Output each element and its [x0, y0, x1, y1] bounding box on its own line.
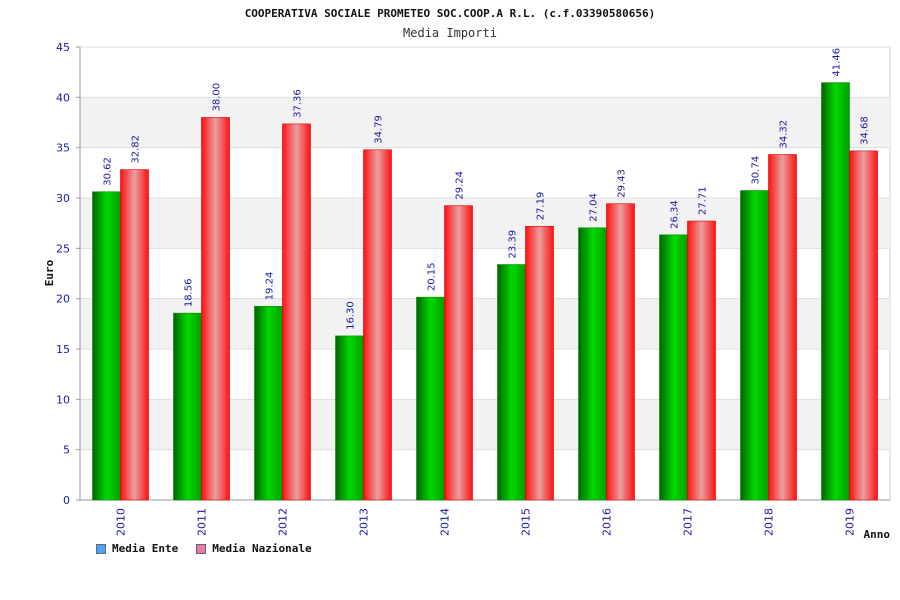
- x-tick-label: 2018: [763, 508, 776, 536]
- bar-media-nazionale-2018: [768, 154, 797, 501]
- data-label: 27.71: [698, 186, 709, 215]
- data-label: 20.15: [427, 263, 438, 292]
- y-tick-label: 35: [56, 142, 70, 155]
- bar-media-ente-2015: [497, 264, 526, 501]
- chart-subtitle: Media Importi: [403, 26, 497, 40]
- x-tick-label: 2017: [682, 508, 695, 536]
- bar-media-ente-2017: [659, 234, 688, 501]
- legend-label-media-nazionale: Media Nazionale: [212, 542, 312, 555]
- y-tick-label: 20: [56, 293, 70, 306]
- legend-swatch-media-nazionale: [196, 543, 207, 554]
- y-tick-label: 10: [56, 393, 70, 406]
- bar-media-ente-2010: [92, 191, 121, 501]
- y-tick-label: 0: [63, 494, 70, 507]
- y-tick-label: 30: [56, 192, 70, 205]
- legend: Media Ente Media Nazionale: [96, 542, 312, 555]
- data-label: 16.30: [346, 301, 357, 330]
- data-label: 32.82: [131, 135, 142, 164]
- bars: 30.62 32.82 18.56 38.00 19.24 37.36 16.30 34.79…: [92, 48, 878, 501]
- bar-media-nazionale-2013: [363, 149, 392, 501]
- legend-swatch-media-ente: [96, 543, 106, 554]
- bar-media-nazionale-2019: [849, 150, 878, 501]
- data-label: 27.04: [589, 193, 600, 222]
- data-label: 29.24: [455, 171, 466, 200]
- data-label: 37.36: [293, 89, 304, 118]
- data-label: 18.56: [184, 279, 195, 308]
- data-label: 34.68: [860, 116, 871, 145]
- data-label: 38.00: [212, 83, 223, 112]
- bar-media-ente-2013: [335, 335, 364, 501]
- bar-media-nazionale-2011: [201, 117, 230, 501]
- x-tick-label: 2013: [358, 508, 371, 536]
- legend-item-media-nazionale: Media Nazionale: [196, 542, 312, 555]
- legend-label-media-ente: Media Ente: [112, 542, 179, 555]
- x-tick-label: 2010: [115, 508, 128, 536]
- data-label: 29.43: [617, 169, 628, 198]
- data-label: 26.34: [670, 200, 681, 229]
- bar-media-nazionale-2014: [444, 205, 473, 501]
- bar-media-ente-2011: [173, 312, 202, 501]
- data-label: 19.24: [265, 272, 276, 301]
- bar-media-nazionale-2010: [120, 169, 149, 501]
- x-tick-label: 2016: [601, 508, 614, 536]
- legend-item-media-ente: Media Ente: [96, 542, 178, 555]
- bar-media-ente-2019: [821, 82, 850, 501]
- y-axis-ticks: 0 5 10 15 20 25 30 35 40 45: [56, 41, 80, 507]
- data-label: 34.79: [374, 115, 385, 144]
- y-tick-label: 45: [56, 41, 70, 54]
- y-tick-label: 15: [56, 343, 70, 356]
- x-axis-label: Anno: [864, 528, 891, 541]
- data-label: 30.74: [751, 156, 762, 185]
- data-label: 23.39: [508, 230, 519, 259]
- y-axis-label: Euro: [43, 259, 56, 286]
- data-label: 30.62: [103, 157, 114, 186]
- bar-media-ente-2014: [416, 296, 445, 501]
- bar-media-ente-2018: [740, 190, 769, 501]
- data-label: 34.32: [779, 120, 790, 149]
- data-label: 27.19: [536, 192, 547, 221]
- bar-media-nazionale-2012: [282, 123, 311, 501]
- bar-media-nazionale-2015: [525, 225, 554, 501]
- x-tick-label: 2011: [196, 508, 209, 536]
- y-tick-label: 5: [63, 444, 70, 457]
- bar-media-nazionale-2017: [687, 220, 716, 501]
- bar-media-nazionale-2016: [606, 203, 635, 501]
- y-tick-label: 25: [56, 242, 70, 255]
- x-tick-label: 2012: [277, 508, 290, 536]
- data-label: 41.46: [832, 48, 843, 77]
- bar-media-ente-2016: [578, 227, 607, 501]
- chart-title: COOPERATIVA SOCIALE PROMETEO SOC.COOP.A …: [245, 7, 656, 20]
- x-tick-label: 2014: [439, 508, 452, 536]
- y-tick-label: 40: [56, 91, 70, 104]
- x-tick-label: 2019: [844, 508, 857, 536]
- x-axis-ticks: 2010 2011 2012 2013 2014 2015 2016 2017 2018 2019: [115, 508, 857, 536]
- x-tick-label: 2015: [520, 508, 533, 536]
- bar-media-ente-2012: [254, 306, 283, 501]
